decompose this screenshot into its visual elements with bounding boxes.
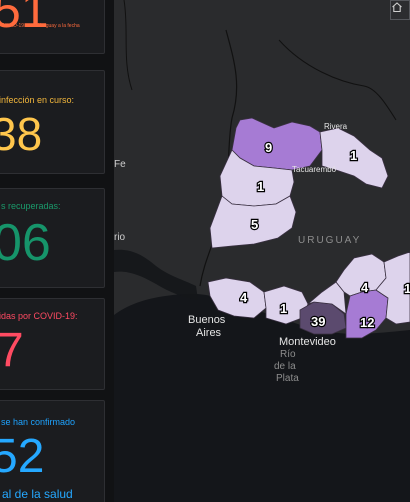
place-label-uruguay: URUGUAY: [298, 235, 361, 246]
count-maldonado: 12: [360, 315, 374, 330]
recovered-card: s recuperadas: 06: [0, 188, 105, 288]
confirmed-label: COVID-19 en el Uruguay a la fecha: [1, 23, 80, 29]
count-lavalleja: 4: [361, 280, 369, 295]
place-label-aires: Aires: [196, 327, 222, 339]
place-label-dela: de la: [274, 361, 296, 372]
health-label: se han confirmado: [1, 417, 76, 427]
place-label-rio-plata: Río: [280, 349, 296, 360]
active-value: 38: [0, 108, 43, 160]
dept-paysandu[interactable]: [209, 195, 297, 249]
confirmed-card: 51 COVID-19 en el Uruguay a la fecha: [0, 0, 105, 54]
recovered-label: s recuperadas:: [1, 201, 61, 211]
place-label-tacuarembo: Tacuarembó: [292, 165, 337, 174]
map-canvas[interactable]: Fe rio Rivera Tacuarembó URUGUAY Buenos …: [114, 0, 410, 502]
place-label-rio: rio: [114, 232, 126, 243]
deaths-label: idas por COVID-19:: [0, 311, 78, 321]
dept-maldonado[interactable]: [345, 289, 389, 339]
stats-panel: 51 COVID-19 en el Uruguay a la fecha inf…: [0, 0, 112, 502]
active-label: infección en curso:: [0, 95, 75, 105]
count-colonia: 4: [240, 290, 248, 305]
dept-colonia[interactable]: [207, 277, 267, 319]
home-button[interactable]: [390, 0, 410, 20]
count-montevideo: 39: [311, 314, 325, 329]
deaths-card: idas por COVID-19: 7: [0, 298, 105, 390]
place-label-buenos: Buenos: [188, 314, 226, 326]
deaths-value: 7: [0, 323, 24, 378]
border-line: [123, 0, 133, 91]
dept-rocha[interactable]: [375, 251, 410, 325]
dept-rivera[interactable]: [319, 127, 389, 189]
health-value: 52: [0, 430, 45, 483]
border-line: [278, 39, 397, 121]
place-label-fe: Fe: [114, 159, 126, 170]
place-label-plata: Plata: [276, 373, 299, 384]
recovered-value: 06: [0, 214, 51, 272]
count-artigas: 9: [265, 140, 272, 155]
count-salto: 1: [257, 179, 264, 194]
count-rocha: 1: [404, 281, 410, 296]
count-rivera: 1: [350, 148, 357, 163]
water-area-river: [114, 249, 198, 300]
home-icon: [392, 2, 402, 13]
health-card: se han confirmado 52 al de la salud: [0, 400, 105, 502]
place-label-rivera: Rivera: [324, 122, 348, 131]
water-area: [114, 293, 410, 502]
count-sanjose: 1: [280, 301, 287, 316]
count-paysandu: 5: [251, 217, 258, 232]
confirmed-value: 51: [0, 0, 49, 38]
active-card: infección en curso: 38: [0, 70, 105, 174]
health-sub: al de la salud: [2, 487, 73, 501]
place-label-montevideo: Montevideo: [279, 336, 336, 348]
dept-canelones[interactable]: [307, 281, 347, 315]
uruguay-map[interactable]: Fe rio Rivera Tacuarembó URUGUAY Buenos …: [114, 0, 410, 502]
